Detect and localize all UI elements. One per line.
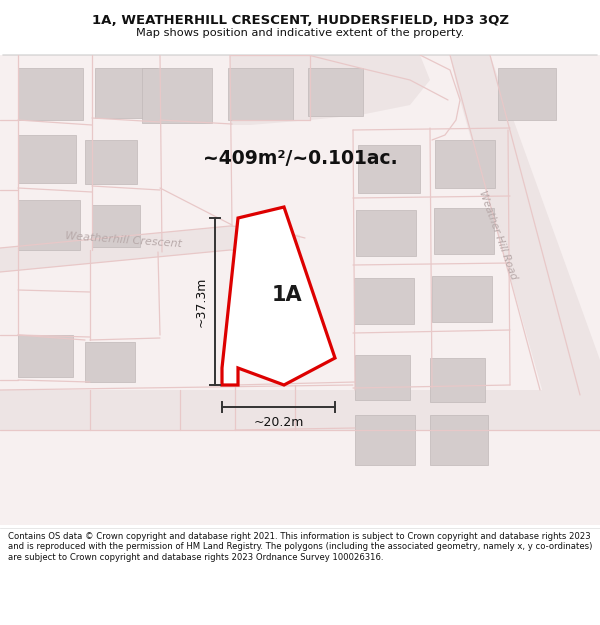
Text: 1A: 1A xyxy=(272,285,302,305)
Bar xyxy=(245,348,273,370)
Polygon shape xyxy=(450,55,600,400)
Bar xyxy=(95,68,157,118)
Bar xyxy=(18,200,80,250)
Text: Weatherhill Crescent: Weatherhill Crescent xyxy=(65,231,182,249)
Bar xyxy=(430,358,485,402)
Polygon shape xyxy=(230,55,430,125)
Text: ~37.3m: ~37.3m xyxy=(195,276,208,327)
Bar xyxy=(354,278,414,324)
Bar xyxy=(142,68,212,123)
Text: Contains OS data © Crown copyright and database right 2021. This information is : Contains OS data © Crown copyright and d… xyxy=(8,532,592,562)
Polygon shape xyxy=(0,55,600,525)
Bar xyxy=(498,68,556,120)
Bar xyxy=(92,205,140,247)
Bar xyxy=(356,210,416,256)
Bar xyxy=(355,415,415,465)
Bar xyxy=(432,276,492,322)
Bar xyxy=(18,335,73,377)
Bar xyxy=(18,135,76,183)
Text: ~409m²/~0.101ac.: ~409m²/~0.101ac. xyxy=(203,149,397,168)
Bar xyxy=(434,208,494,254)
Bar xyxy=(18,68,83,120)
Bar xyxy=(308,68,363,116)
Text: Weather Hill Road: Weather Hill Road xyxy=(477,189,519,281)
Bar xyxy=(430,415,488,465)
Polygon shape xyxy=(0,390,600,430)
Bar xyxy=(85,140,137,184)
Bar xyxy=(240,310,272,338)
Text: ~20.2m: ~20.2m xyxy=(253,416,304,429)
Bar xyxy=(355,355,410,400)
Text: Map shows position and indicative extent of the property.: Map shows position and indicative extent… xyxy=(136,29,464,39)
Bar xyxy=(358,145,420,193)
Bar xyxy=(435,140,495,188)
Polygon shape xyxy=(222,207,335,385)
Bar xyxy=(228,68,293,120)
Polygon shape xyxy=(0,226,300,272)
Bar xyxy=(85,342,135,382)
Text: 1A, WEATHERHILL CRESCENT, HUDDERSFIELD, HD3 3QZ: 1A, WEATHERHILL CRESCENT, HUDDERSFIELD, … xyxy=(91,14,509,27)
